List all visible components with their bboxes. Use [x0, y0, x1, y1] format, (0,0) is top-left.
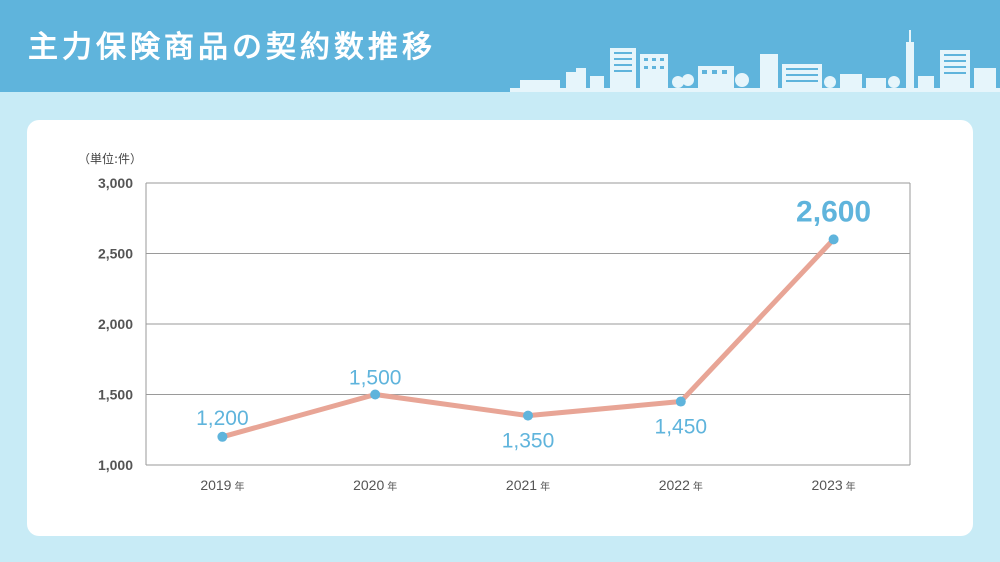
series-line [219, 236, 837, 440]
data-point [675, 396, 686, 407]
x-tick-label: 2021 年 [506, 477, 550, 493]
x-tick-label: 2019 年 [200, 477, 244, 493]
data-points [217, 234, 839, 442]
x-tick-label: 2022 年 [659, 477, 703, 493]
page-title: 主力保険商品の契約数推移 [28, 30, 436, 65]
data-label: 1,500 [349, 367, 402, 390]
data-label: 1,200 [196, 407, 249, 430]
data-point [370, 389, 381, 400]
y-tick-label: 2,500 [98, 246, 133, 262]
x-tick-label: 2023 年 [812, 477, 856, 493]
x-tick-label: 2020 年 [353, 477, 397, 493]
data-labels: 1,200 1,500 1,350 1,450 2,600 [196, 195, 871, 452]
contracts-line [219, 236, 837, 440]
y-tick-label: 2,000 [98, 316, 133, 332]
y-tick-label: 3,000 [98, 175, 133, 191]
data-label: 1,350 [502, 430, 555, 453]
unit-label: （単位:件） [78, 152, 143, 166]
y-axis-tick-labels: 1,000 1,500 2,000 2,500 3,000 [98, 175, 133, 473]
data-point [828, 234, 839, 245]
chart-card [27, 120, 973, 536]
y-tick-label: 1,500 [98, 387, 133, 403]
data-point [217, 431, 228, 442]
city-skyline-illustration [510, 30, 1000, 92]
data-label: 1,450 [655, 416, 708, 439]
header-banner: 主力保険商品の契約数推移 [0, 0, 1000, 92]
data-point [523, 410, 533, 421]
grid-lines [145, 182, 911, 466]
data-label: 2,600 [796, 195, 871, 228]
y-tick-label: 1,000 [98, 457, 133, 473]
x-axis-tick-labels: 2019 年 2020 年 2021 年 2022 年 2023 年 [200, 477, 855, 493]
